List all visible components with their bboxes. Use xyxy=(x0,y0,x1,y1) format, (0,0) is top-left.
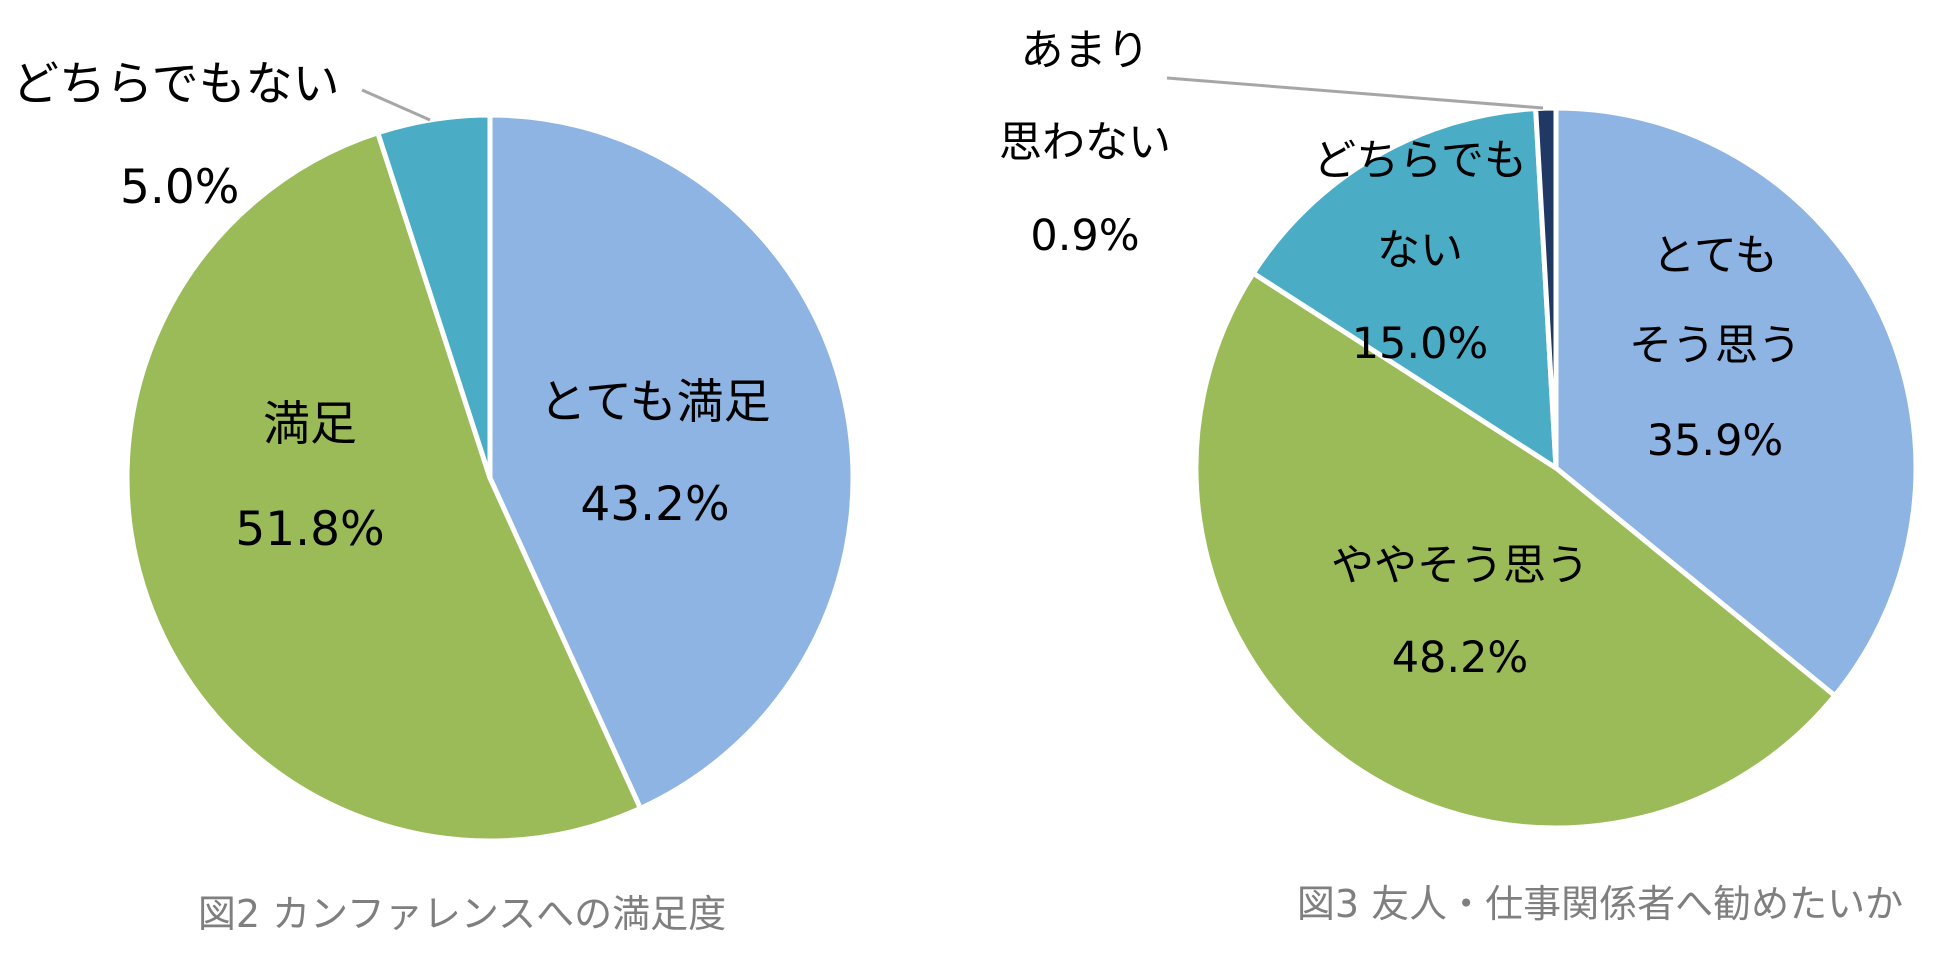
slice-label-somewhat-agree: ややそう思う xyxy=(1331,541,1589,591)
slice-label-neutral2-line2: ない xyxy=(1377,226,1463,276)
chart-title-satisfaction: 図2 カンファレンスへの満足度 xyxy=(198,892,726,936)
pie-slices-satisfaction xyxy=(124,112,856,844)
pie-recommend-slice-2 xyxy=(1250,106,1559,471)
pie-satisfaction-slice-0 xyxy=(487,112,856,811)
pie-satisfaction-slice-1 xyxy=(124,130,643,844)
slice-value-disagree: 0.9% xyxy=(1030,211,1139,261)
slice-value-very-satisfied: 43.2% xyxy=(580,477,729,532)
slice-value-satisfied: 51.8% xyxy=(235,502,384,557)
leader-line-neutral xyxy=(361,88,431,122)
slice-value-strongly-agree: 35.9% xyxy=(1647,416,1784,466)
slice-label-satisfied: 満足 xyxy=(263,397,357,452)
slice-label-neutral: どちらでもない xyxy=(12,57,340,112)
slice-value-somewhat-agree: 48.2% xyxy=(1392,633,1529,683)
chart-title-recommend: 図3 友人・仕事関係者へ勧めたいか xyxy=(1297,882,1903,926)
pie-slices-recommend xyxy=(1193,105,1919,831)
slice-label-disagree-line2: 思わない xyxy=(999,118,1171,168)
pie-chart-satisfaction: とても満足 43.2% 満足 51.8% どちらでもない 5.0% 図2 カンフ… xyxy=(12,57,856,936)
pie-recommend-slice-0 xyxy=(1553,105,1919,699)
slice-label-strongly-agree-line2: そう思う xyxy=(1629,321,1801,371)
slice-label-disagree-line1: あまり xyxy=(1021,26,1150,76)
pie-recommend-slice-1 xyxy=(1193,270,1838,831)
slice-value-neutral2: 15.0% xyxy=(1352,319,1489,369)
slice-value-neutral: 5.0% xyxy=(120,160,239,215)
slice-label-strongly-agree-line1: とても xyxy=(1652,231,1778,281)
leader-line-disagree xyxy=(1166,76,1544,110)
slice-label-very-satisfied: とても満足 xyxy=(539,375,770,430)
pie-satisfaction-slice-2 xyxy=(375,112,493,481)
pie-chart-recommend: とても そう思う 35.9% ややそう思う 48.2% どちらでも ない 15.… xyxy=(999,26,1919,926)
slice-label-neutral2-line1: どちらでも xyxy=(1313,136,1527,186)
